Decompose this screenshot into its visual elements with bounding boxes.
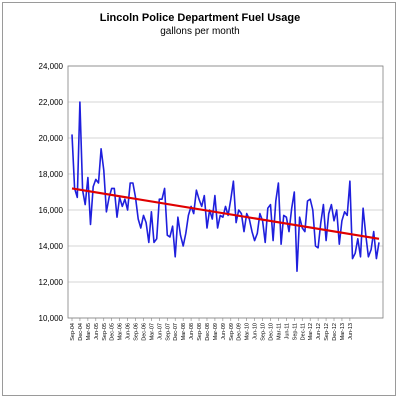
x-tick-label: Mar-06: [118, 323, 124, 340]
x-tick-label: Jun-12: [316, 323, 322, 340]
x-tick-label: Mar-09: [213, 323, 219, 340]
x-tick-label: Sep-11: [292, 323, 298, 340]
x-tick-label: Dec-12: [332, 323, 338, 341]
y-tick-label: 16,000: [39, 206, 64, 215]
x-tick-label: Jun-13: [348, 323, 354, 340]
x-tick-label: Mar-12: [308, 323, 314, 340]
x-tick-label: Mar-10: [245, 323, 251, 340]
x-tick-label: Dec-09: [237, 323, 243, 341]
x-tick-label: Jun-05: [94, 323, 100, 340]
x-tick-label: Jun-06: [126, 323, 132, 340]
y-tick-label: 20,000: [39, 134, 64, 143]
x-tick-label: Sep-04: [70, 323, 76, 341]
x-tick-label: Sep-07: [165, 323, 171, 341]
y-tick-label: 12,000: [39, 278, 64, 287]
x-tick-labels: Sep-04 Dec-04 Mar-05 Jun-05 Sep-05 Dec-05 Mar-…: [70, 323, 354, 341]
y-tick-labels: 10,000 12,000 14,000 16,000 18,000 20,000 22,0…: [39, 62, 64, 323]
x-tick-label: Sep-10: [261, 323, 267, 341]
chart-subtitle: gallons per month: [160, 26, 240, 37]
x-tick-label: Dec-08: [205, 323, 211, 341]
x-tick-label: Sep-08: [197, 323, 203, 341]
y-tick-label: 22,000: [39, 98, 64, 107]
x-tick-label: Mar-13: [340, 323, 346, 340]
trend-line: [71, 187, 380, 240]
x-tick-label: Jun-10: [253, 323, 259, 340]
y-tick-label: 14,000: [39, 242, 64, 251]
x-tick-label: Jun-09: [221, 323, 227, 340]
x-tick-label: Dec-04: [78, 323, 84, 341]
x-tick-label: Sep-09: [229, 323, 235, 341]
x-tick-label: Sep-05: [102, 323, 108, 341]
x-tick-label: Sep-12: [324, 323, 330, 341]
y-tick-label: 24,000: [39, 62, 64, 71]
y-tick-label: 18,000: [39, 170, 64, 179]
x-tick-label: Jun-08: [189, 323, 195, 340]
x-tick-label: Mar-07: [149, 323, 155, 340]
y-tick-label: 10,000: [39, 314, 64, 323]
plot-area-border: [67, 65, 384, 319]
x-tick-label: Dec-10: [268, 323, 274, 341]
x-tick-label: Sep-06: [134, 323, 140, 341]
x-tick-label: Dec-11: [300, 323, 306, 340]
x-tick-label: Mar-11: [276, 323, 282, 340]
x-tick-label: Dec-07: [173, 323, 179, 341]
x-tick-label: Jun-07: [157, 323, 163, 340]
chart-title: Lincoln Police Department Fuel Usage: [99, 12, 301, 24]
x-tick-label: Dec-05: [110, 323, 116, 341]
fuel-usage-line: [71, 101, 380, 273]
x-tick-label: Dec-06: [141, 323, 147, 341]
series-lines: [71, 101, 380, 273]
x-tick-label: Jun-11: [284, 323, 290, 339]
x-tick-label: Mar-05: [86, 323, 92, 340]
x-tick-label: Mar-08: [181, 323, 187, 340]
axes: [67, 65, 384, 321]
